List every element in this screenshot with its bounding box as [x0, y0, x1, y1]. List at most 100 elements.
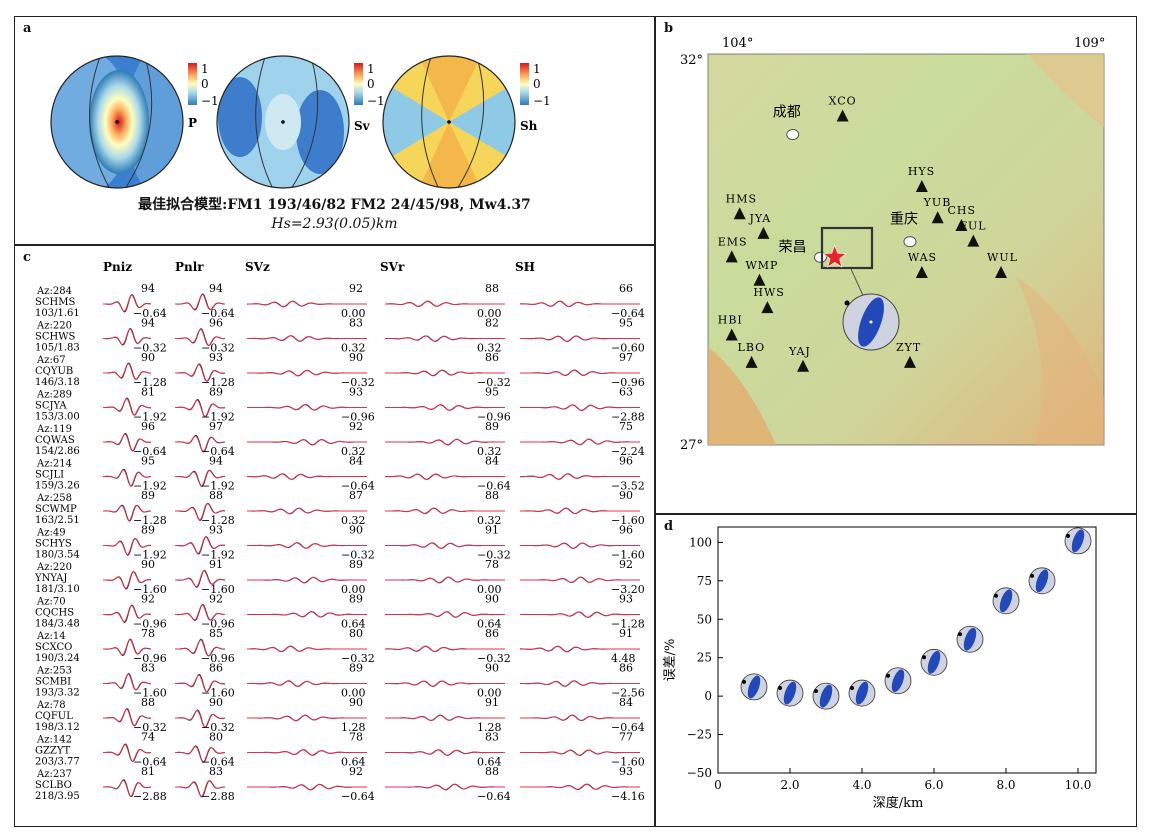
- station-azimuth: Az:67: [36, 355, 66, 366]
- synthetic-trace: [247, 439, 367, 446]
- synthetic-trace: [175, 710, 226, 728]
- correlation-value: 91: [485, 524, 499, 537]
- header-pniz: Pniz: [103, 260, 132, 274]
- correlation-value: 66: [619, 282, 633, 295]
- correlation-value: 95: [619, 317, 633, 330]
- time-shift-value: −2.56: [611, 687, 645, 700]
- time-shift-value: −0.32: [477, 652, 511, 665]
- station-code: SCHWS: [35, 332, 76, 343]
- station-azimuth: Az:70: [36, 597, 66, 608]
- station-distance: 105/1.83: [35, 343, 80, 354]
- correlation-value: 92: [349, 282, 363, 295]
- time-shift-value: −1.92: [133, 549, 167, 562]
- station-azimuth: Az:14: [36, 631, 66, 642]
- synthetic-trace: [175, 399, 226, 418]
- time-shift-value: −0.64: [201, 756, 235, 769]
- synthetic-trace: [175, 746, 226, 763]
- station-azimuth: Az:220: [36, 562, 72, 573]
- synthetic-trace: [175, 536, 226, 554]
- station-label: WUL: [987, 251, 1018, 264]
- synthetic-trace: [247, 749, 367, 756]
- synthetic-trace: [520, 783, 640, 790]
- correlation-value: 83: [349, 317, 363, 330]
- synthetic-trace: [175, 469, 225, 487]
- synthetic-trace: [520, 369, 640, 376]
- time-shift-value: −0.64: [341, 480, 375, 493]
- station-triangle: [836, 109, 849, 122]
- synthetic-trace: [175, 364, 226, 382]
- synthetic-trace: [520, 507, 640, 515]
- time-shift-value: −1.28: [201, 514, 235, 527]
- time-shift-value: −1.92: [201, 480, 235, 493]
- synthetic-trace: [384, 300, 505, 307]
- time-shift-value: −2.24: [611, 445, 645, 458]
- time-shift-value: −1.28: [201, 376, 235, 389]
- correlation-value: 96: [141, 420, 155, 433]
- station-label: LBO: [738, 341, 766, 354]
- time-shift-value: −0.96: [133, 618, 167, 631]
- sphere-sh: [382, 55, 516, 189]
- correlation-value: 93: [619, 593, 633, 606]
- time-shift-value: 0.32: [477, 445, 502, 458]
- colorbar-sh: 1 0 −1 Sh: [520, 62, 551, 133]
- header-pnlr: Pnlr: [175, 260, 204, 274]
- correlation-value: 90: [209, 696, 223, 709]
- city-marker: [786, 129, 800, 141]
- station-code: SCJYA: [35, 401, 67, 412]
- station-triangle: [761, 301, 774, 314]
- station-distance: 103/1.61: [35, 308, 80, 319]
- synthetic-trace: [384, 473, 505, 480]
- station-distance: 190/3.24: [35, 653, 80, 664]
- depth-beachball-point: [884, 667, 912, 695]
- depth-beachball-point: [992, 587, 1020, 615]
- synthetic-trace: [384, 645, 505, 653]
- y-tick-label: 0: [704, 689, 712, 703]
- correlation-value: 95: [485, 386, 499, 399]
- epicenter-star: [822, 244, 847, 268]
- synthetic-trace: [385, 404, 505, 411]
- station-label: CHS: [947, 204, 976, 217]
- time-shift-value: −0.64: [201, 307, 235, 320]
- correlation-value: 88: [141, 696, 155, 709]
- time-shift-value: −2.88: [611, 411, 645, 424]
- correlation-value: 74: [141, 731, 155, 744]
- correlation-value: 93: [619, 765, 633, 778]
- synthetic-trace: [520, 576, 640, 583]
- synthetic-trace: [385, 611, 505, 618]
- time-shift-value: −4.16: [611, 790, 645, 803]
- station-distance: 159/3.26: [35, 481, 80, 492]
- station-triangle: [757, 226, 770, 239]
- time-shift-value: −0.64: [133, 307, 167, 320]
- panel-b-label: b: [664, 21, 674, 36]
- correlation-value: 90: [349, 696, 363, 709]
- station-label: YUB: [923, 196, 952, 209]
- synthetic-trace: [103, 708, 152, 727]
- synthetic-trace: [103, 571, 152, 589]
- time-shift-value: −0.64: [133, 756, 167, 769]
- colorbar-min: −1: [367, 94, 385, 108]
- synthetic-trace: [103, 537, 151, 556]
- station-azimuth: Az:78: [36, 700, 66, 711]
- station-distance: 203/3.77: [35, 757, 80, 768]
- correlation-value: 93: [349, 386, 363, 399]
- synthetic-trace: [385, 542, 505, 549]
- correlation-value: 89: [141, 489, 155, 502]
- time-shift-value: −1.28: [611, 618, 645, 631]
- plot-area: [717, 526, 1097, 774]
- time-shift-value: 0.32: [341, 445, 366, 458]
- time-shift-value: −1.60: [611, 756, 645, 769]
- time-shift-value: 0.32: [341, 342, 366, 355]
- synthetic-trace: [103, 504, 152, 521]
- time-shift-value: 0.64: [477, 618, 502, 631]
- header-svz: SVz: [245, 260, 270, 274]
- correlation-value: 88: [485, 282, 499, 295]
- time-shift-value: 0.32: [477, 514, 502, 527]
- station-label: YAJ: [788, 345, 811, 358]
- station-azimuth: Az:237: [36, 769, 72, 780]
- time-shift-value: −0.32: [341, 549, 375, 562]
- time-shift-value: 0.00: [341, 687, 366, 700]
